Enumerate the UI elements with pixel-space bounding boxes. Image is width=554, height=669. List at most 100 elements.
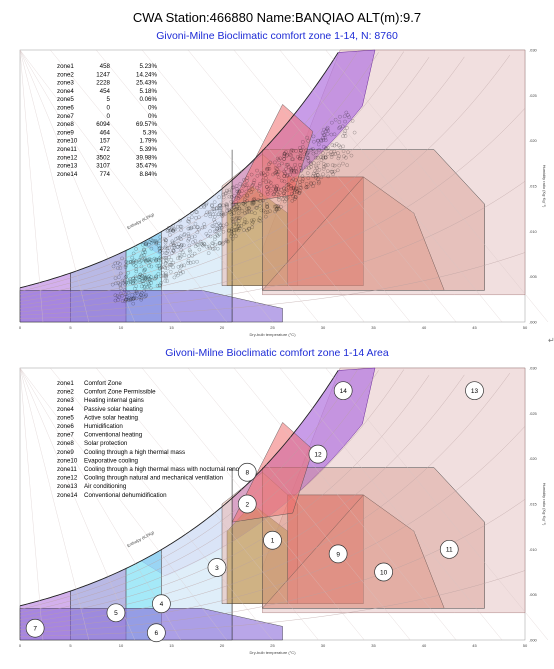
x-tick-label: 5 [69,643,72,648]
scatter-point [243,197,247,202]
scatter-point [252,198,257,203]
scatter-point [124,297,128,302]
scatter-point [275,192,279,196]
scatter-point [159,261,163,265]
scatter-point [306,139,310,143]
scatter-point [234,184,239,188]
scatter-point [250,221,254,226]
scatter-point [133,274,138,279]
scatter-point [314,164,318,169]
scatter-point [159,274,163,278]
scatter-point [282,186,286,191]
scatter-point [221,230,226,234]
zone4-area [125,549,162,641]
scatter-point [282,157,286,161]
scatter-point [311,147,315,151]
scatter-point [242,178,246,182]
stat-zone-count: 0 [107,113,111,120]
rh-curve-undefined [19,373,510,627]
scatter-point [120,256,124,261]
scatter-point [159,265,164,270]
scatter-point [332,132,337,137]
scatter-point [350,119,355,123]
scatter-point [156,272,161,276]
scatter-point [277,195,281,200]
scatter-point [282,152,287,157]
scatter-point [142,253,147,257]
scatter-point [139,264,144,269]
saturation-curve [19,370,339,607]
rh-curve-undefined [19,426,526,630]
scatter-point [178,244,183,249]
zone-marker-3 [207,558,227,577]
scatter-point [157,246,162,251]
scatter-point [282,157,286,161]
scatter-point [271,192,276,197]
scatter-point [325,127,329,131]
scatter-point [292,190,297,195]
scatter-point [280,161,284,166]
scatter-point [273,166,278,170]
scatter-point [186,238,190,243]
zone-marker-8 [237,462,257,482]
scatter-point [227,188,232,193]
scatter-point [342,154,346,158]
scatter-point [127,296,132,300]
scatter-point [131,301,135,306]
rh-curve-90 [19,50,359,292]
scatter-point [153,276,157,281]
scatter-point [243,211,247,215]
scatter-point [249,190,254,194]
scatter-point [190,235,194,240]
scatter-point [132,295,137,300]
scatter-point [260,178,265,183]
scatter-point [178,269,182,273]
scatter-point [144,292,148,297]
scatter-point [309,162,313,166]
scatter-point [234,216,239,220]
scatter-point [236,191,241,195]
legend-zone-desc: Cooling through a high thermal mass [84,449,185,456]
scatter-point [289,184,293,188]
stat-zone-name: zone11 [57,146,77,153]
scatter-point [118,262,122,266]
scatter-point [290,168,294,172]
scatter-point [191,260,196,265]
scatter-point [195,230,200,235]
scatter-point [223,191,228,196]
rh-curve-undefined [19,499,526,634]
scatter-point [309,148,313,152]
scatter-point [137,295,142,299]
scatter-point [187,226,192,231]
stat-zone-name: zone4 [57,88,74,95]
scatter-point [157,267,162,271]
scatter-point [113,261,118,266]
scatter-point [301,140,305,144]
scatter-point [141,281,146,286]
scatter-point [285,173,290,177]
scatter-point [221,192,226,197]
x-tick-label: 10 [119,325,124,330]
scatter-point [284,187,288,191]
scatter-point [227,194,232,199]
scatter-point [295,189,300,193]
scatter-point [308,160,313,165]
zone6-area [19,608,283,641]
stat-zone-name: zone10 [57,138,78,145]
scatter-point [322,145,326,149]
scatter-point [286,162,290,167]
scatter-point [294,187,299,191]
scatter-point [163,273,168,277]
scatter-point [137,275,142,279]
scatter-point [232,228,236,232]
legend-zone-name: zone2 [57,389,74,396]
scatter-point [132,258,137,263]
scatter-point [244,183,249,187]
stat-zone-pct: 5.23% [139,63,157,70]
scatter-point [258,216,262,220]
rh-curve-80 [19,52,379,295]
scatter-point [168,270,173,274]
scatter-point [158,249,163,253]
y-tick-label: .000 [529,638,538,643]
scatter-point [179,243,184,248]
